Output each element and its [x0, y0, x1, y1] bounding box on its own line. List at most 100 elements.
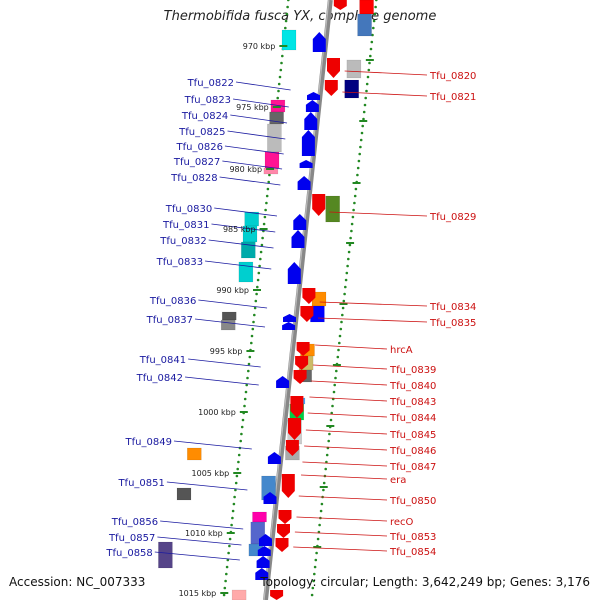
- tick-label: 1000 kbp: [198, 408, 236, 417]
- forward-gene-label: Tfu_0837: [146, 315, 193, 326]
- forward-gene-arrow: [259, 534, 272, 546]
- ring-dot-outer: [362, 117, 365, 121]
- ring-dot-inner: [225, 572, 228, 576]
- ring-dot-inner: [265, 201, 268, 205]
- ring-dot-outer: [344, 285, 347, 289]
- gene-block: [221, 311, 237, 321]
- leader-line: [235, 81, 291, 91]
- ring-dot-outer: [327, 439, 331, 443]
- leader-line: [302, 461, 388, 467]
- ring-dot-outer: [338, 334, 342, 338]
- ring-dot-outer: [360, 131, 364, 135]
- reverse-gene-label: era: [390, 475, 406, 486]
- ring-dot-inner: [268, 173, 271, 177]
- forward-gene-arrow: [263, 492, 277, 504]
- ring-dot-inner: [237, 460, 240, 464]
- leader-line: [342, 91, 428, 97]
- reverse-gene-arrow: [312, 194, 326, 216]
- reverse-gene-arrow: [275, 538, 289, 552]
- ring-dot-outer: [338, 341, 341, 345]
- leader-line: [154, 551, 240, 561]
- leader-line: [294, 531, 388, 537]
- leader-line: [166, 481, 248, 491]
- gene-block: [344, 79, 359, 99]
- ring-dot-outer: [342, 299, 346, 303]
- leader-line: [198, 299, 268, 309]
- leader-line: [214, 207, 278, 217]
- reverse-gene-arrow: [278, 510, 292, 524]
- ring-dot-inner: [226, 558, 230, 562]
- ring-dot-outer: [370, 40, 374, 44]
- leader-line: [311, 380, 388, 386]
- ring-dot-outer: [335, 369, 338, 373]
- ring-dot-inner: [286, 5, 289, 9]
- gene-block: [357, 13, 372, 37]
- tick-label: 985 kbp: [223, 225, 256, 234]
- ring-dot-outer: [340, 320, 343, 324]
- forward-gene-arrow: [297, 176, 311, 190]
- leader-line: [344, 70, 428, 76]
- reverse-gene-label: Tfu_0821: [429, 92, 476, 103]
- ring-dot-outer: [332, 390, 336, 394]
- forward-gene-arrow: [307, 92, 320, 100]
- ring-dot-outer: [314, 558, 318, 562]
- forward-gene-arrow: [255, 568, 269, 580]
- ring-dot-outer: [328, 432, 331, 436]
- ring-dot-outer: [315, 551, 318, 555]
- reverse-gene-arrow: [324, 80, 338, 96]
- ring-dot-inner: [243, 397, 247, 401]
- forward-gene-label: Tfu_0849: [125, 437, 172, 448]
- forward-gene-arrow: [257, 546, 271, 556]
- ring-dot-outer: [337, 348, 340, 352]
- ring-dot-outer: [322, 481, 326, 485]
- leader-line: [329, 211, 428, 217]
- ring-dot-inner: [228, 544, 231, 548]
- ring-dot-inner: [277, 82, 281, 86]
- ring-dot-inner: [224, 579, 227, 583]
- genome-summary-text: Topology: circular; Length: 3,642,249 bp…: [260, 575, 590, 589]
- forward-gene-label: Tfu_0827: [173, 157, 220, 168]
- leader-line: [315, 344, 388, 350]
- forward-gene-arrow: [276, 376, 290, 388]
- ring-dot-outer: [351, 215, 355, 219]
- forward-gene-arrow: [305, 100, 319, 112]
- reverse-gene-label: recO: [390, 517, 414, 528]
- tick-label: 995 kbp: [210, 347, 243, 356]
- gene-block: [158, 541, 173, 569]
- ring-dot-outer: [359, 145, 362, 149]
- ring-dot-inner: [267, 180, 271, 184]
- leader-line: [211, 223, 276, 233]
- ring-dot-outer: [364, 96, 368, 100]
- tick-label: 990 kbp: [216, 286, 249, 295]
- ring-dot-outer: [357, 159, 361, 163]
- ring-dot-outer: [368, 61, 371, 65]
- reverse-gene-arrow: [290, 396, 304, 418]
- ring-dot-outer: [372, 19, 376, 23]
- ring-dot-outer: [373, 12, 377, 16]
- ring-dot-inner: [247, 362, 251, 366]
- reverse-gene-label: Tfu_0854: [389, 547, 436, 558]
- reverse-gene-label: Tfu_0829: [429, 212, 476, 223]
- gene-block: [359, 0, 374, 15]
- forward-gene-label: Tfu_0851: [117, 478, 164, 489]
- leader-line: [319, 301, 428, 307]
- forward-gene-label: Tfu_0830: [165, 204, 212, 215]
- ring-dot-outer: [316, 537, 320, 541]
- ring-dot-inner: [254, 299, 258, 303]
- ring-dot-outer: [345, 271, 349, 275]
- ring-dot-outer: [331, 404, 334, 408]
- reverse-gene-label: Tfu_0820: [429, 71, 476, 82]
- ring-dot-inner: [230, 523, 233, 527]
- ring-dot-outer: [310, 593, 314, 597]
- leader-line: [304, 445, 388, 451]
- ring-dot-outer: [375, 0, 378, 2]
- reverse-gene-label: Tfu_0834: [429, 302, 476, 313]
- gene-block: [231, 589, 247, 600]
- ring-dot-inner: [259, 257, 262, 261]
- ring-dot-inner: [240, 432, 243, 436]
- ring-dot-inner: [250, 341, 253, 345]
- gene-block: [241, 241, 256, 259]
- forward-gene-arrow: [312, 32, 326, 52]
- ring-dot-inner: [233, 495, 236, 499]
- ring-dot-inner: [232, 502, 236, 506]
